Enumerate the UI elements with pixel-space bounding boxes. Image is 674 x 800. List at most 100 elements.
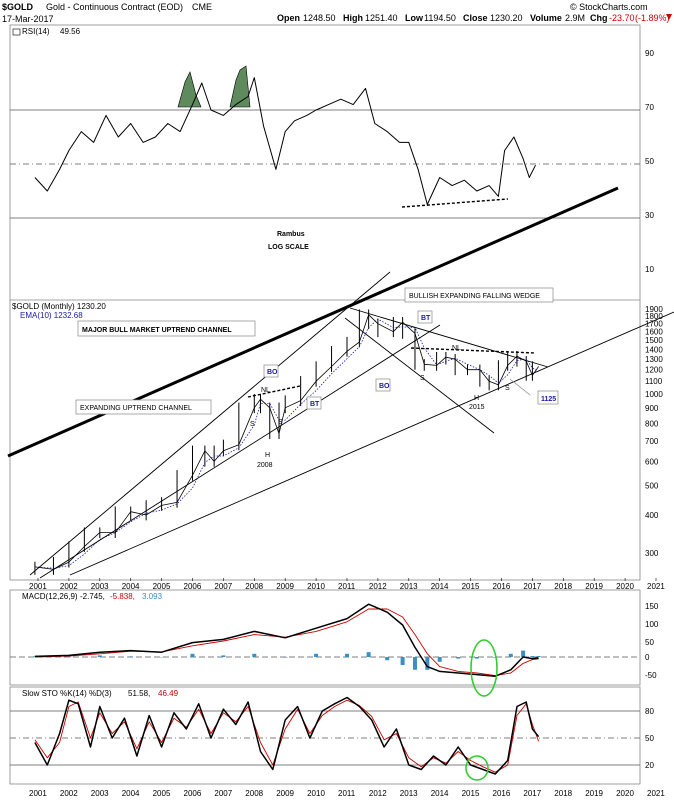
author-note: Rambus: [277, 231, 305, 238]
x-label-price-2020: 2020: [616, 582, 634, 591]
bo-box-2: [375, 378, 391, 392]
price-tick-800: 800: [645, 419, 659, 428]
expanding-channel-callout: [75, 399, 212, 415]
open-value: 1248.50: [303, 13, 336, 23]
low-label: Low: [405, 13, 424, 23]
x-label-price-2005: 2005: [153, 582, 171, 591]
sto-k-value: 51.58,: [128, 689, 150, 698]
h-label-2: H: [474, 395, 479, 402]
price-tick-1500: 1500: [645, 336, 663, 345]
sto-layer: [10, 696, 640, 775]
bt-label-2: BT: [421, 315, 431, 322]
s-label-2: S: [278, 419, 283, 426]
rsi-tick-90: 90: [645, 49, 654, 58]
macd-histogram-bar: [283, 657, 288, 658]
macd-histogram-bar: [508, 653, 513, 657]
macd-histogram-bar: [385, 657, 390, 661]
rsi-tick-10: 10: [645, 265, 654, 274]
x-label-price-2013: 2013: [400, 582, 418, 591]
bo-label-2: BO: [379, 383, 390, 390]
macd-histogram-bar: [425, 657, 430, 670]
rsi-value: 49.56: [60, 27, 81, 36]
x-label-price-2021: 2021: [647, 582, 665, 591]
bo-label-1: BO: [267, 369, 278, 376]
date-label: 17-Mar-2017: [2, 14, 54, 24]
open-label: Open: [277, 13, 300, 23]
x-label-price-2011: 2011: [338, 582, 356, 591]
expanding-channel-text: EXPANDING UPTREND CHANNEL: [80, 405, 192, 412]
x-label-price-2008: 2008: [245, 582, 263, 591]
log-scale-note: LOG SCALE: [268, 244, 309, 251]
wedge-callout: [404, 287, 554, 303]
price-tick-600: 600: [645, 457, 659, 466]
x-label-sto-2012: 2012: [369, 789, 387, 798]
price-line: [34, 314, 539, 570]
annotations: Rambus LOG SCALE MAJOR BULL MARKET UPTRE…: [75, 231, 559, 469]
x-label-sto-2011: 2011: [338, 789, 356, 798]
rsi-price-panel-frame: [9, 24, 641, 581]
target-box: [537, 390, 559, 405]
ema-line: [34, 318, 539, 569]
macd-histogram-bar: [437, 657, 442, 662]
sto-tick-80: 80: [645, 707, 654, 716]
macd-histogram-bar: [345, 653, 349, 657]
rsi-support-line: [401, 198, 509, 208]
h-label-1: H: [265, 452, 270, 459]
x-label-sto-2007: 2007: [214, 789, 232, 798]
price-tick-1700: 1700: [645, 320, 663, 329]
x-label-sto-2017: 2017: [523, 789, 541, 798]
axis-layer: 2001200120022002200320032004200420052005…: [29, 578, 665, 798]
x-label-sto-2004: 2004: [122, 789, 140, 798]
x-label-sto-2008: 2008: [245, 789, 263, 798]
x-label-price-2016: 2016: [493, 582, 511, 591]
macd-label: MACD(12,26,9): [22, 592, 78, 601]
x-label-sto-2015: 2015: [462, 789, 480, 798]
ema-label: EMA(10) 1232.68: [20, 311, 83, 320]
x-label-sto-2003: 2003: [91, 789, 109, 798]
nl-label-2: NL: [452, 345, 461, 352]
price-tick-1200: 1200: [645, 366, 663, 375]
x-label-price-2009: 2009: [276, 582, 294, 591]
x-label-sto-2018: 2018: [554, 789, 572, 798]
price-tick-400: 400: [645, 511, 659, 520]
price-tick-900: 900: [645, 404, 659, 413]
trendlines: [7, 186, 674, 579]
volume-label: Volume: [530, 13, 562, 23]
macd-histogram-bar: [97, 655, 102, 657]
x-label-price-2018: 2018: [554, 582, 572, 591]
year-2008-label: 2008: [257, 462, 273, 469]
macd-tick-100: 100: [645, 620, 659, 629]
macd-highlight-circle: [470, 639, 498, 697]
description-label: Gold - Continuous Contract (EOD): [46, 2, 183, 12]
bo-box-1: [263, 364, 279, 378]
close-value: 1230.20: [490, 13, 523, 23]
macd-value: -2.745,: [80, 592, 105, 601]
price-tick-500: 500: [645, 482, 659, 491]
rsi-tick-70: 70: [645, 103, 654, 112]
exchange-label: CME: [192, 2, 212, 12]
x-label-price-2019: 2019: [585, 582, 603, 591]
macd-tick-50: 50: [645, 638, 654, 647]
sto-k-line: [34, 696, 540, 775]
sto-tick-20: 20: [645, 761, 654, 770]
x-label-price-2015: 2015: [462, 582, 480, 591]
price-panel-label: $GOLD (Monthly) 1230.20: [12, 302, 106, 311]
price-tick-1600: 1600: [645, 328, 663, 337]
x-label-sto-2010: 2010: [307, 789, 325, 798]
down-arrow-icon: [666, 14, 672, 20]
target-pointer: [509, 378, 531, 396]
sto-d-line: [34, 699, 540, 773]
macd-tick-0: 0: [645, 653, 650, 662]
macd-histogram-bar: [456, 657, 461, 659]
rsi-overbought-fill-2008: [229, 65, 251, 108]
x-label-sto-2013: 2013: [400, 789, 418, 798]
bt-box-2: [417, 310, 433, 324]
macd-layer: [10, 603, 640, 677]
x-label-price-2003: 2003: [91, 582, 109, 591]
x-label-price-2002: 2002: [60, 582, 78, 591]
bt-box-1: [306, 396, 322, 410]
symbol-label: $GOLD: [2, 2, 34, 12]
major-channel-callout: [77, 320, 256, 337]
macd-panel-frame: [9, 589, 641, 686]
